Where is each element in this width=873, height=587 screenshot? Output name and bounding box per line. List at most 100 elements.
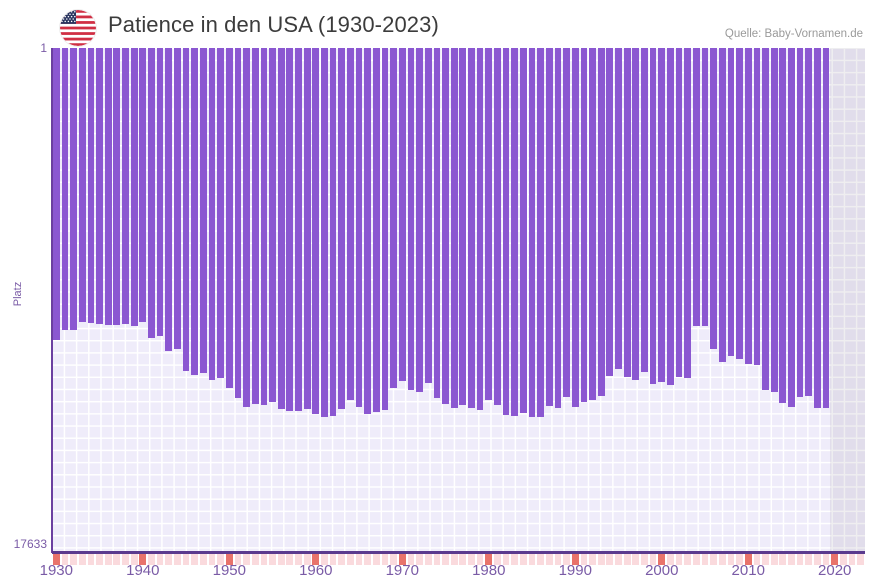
bar [476,48,484,411]
x-tick-minor [701,554,709,565]
x-tick-minor [217,554,224,565]
x-tick-minor [165,554,173,565]
x-tick-minor [148,554,155,565]
x-tick-minor [61,554,69,565]
bar [104,48,112,325]
bar [165,48,173,351]
bar [321,48,328,417]
bar [563,48,570,398]
x-tick-minor [321,554,328,565]
bar [407,48,415,391]
x-tick-minor [476,554,484,565]
x-tick-minor [840,554,847,565]
bar [139,48,147,322]
x-tick-minor [632,554,640,565]
x-tick-major [312,554,320,565]
bar [347,48,354,401]
bar [312,48,320,415]
x-tick-minor [199,554,207,565]
bar [753,48,761,366]
x-tick-minor [295,554,302,565]
x-tick-major [225,554,233,565]
bar [468,48,475,409]
x-tick-minor [433,554,441,565]
x-tick-minor [606,554,614,565]
bar [615,48,622,370]
x-tick-minor [407,554,415,565]
x-tick-minor [442,554,449,565]
bar [122,48,129,324]
x-tick-minor [511,554,519,565]
x-tick-major [571,554,579,565]
x-tick-minor [355,554,363,565]
x-tick-minor [805,554,813,565]
bar [589,48,596,401]
x-tick-minor [545,554,553,565]
x-tick-major [398,554,406,565]
x-tick-minor [502,554,510,565]
bar [485,48,493,401]
x-tick-minor [667,554,674,565]
x-tick-minor [649,554,657,565]
x-tick-minor [424,554,432,565]
x-tick-minor [338,554,346,565]
bar [243,48,250,407]
bar [260,48,268,405]
x-tick-minor [589,554,596,565]
x-axis-tick-label: 1970 [385,562,419,579]
bar [528,48,536,417]
x-axis-labels: 1930 1940 1950 1960 1970 1980 1990 2000 2010 2020 [0,562,873,587]
x-tick-minor [372,554,380,565]
x-tick-minor [208,554,216,565]
x-tick-minor [563,554,570,565]
x-tick-minor [277,554,285,565]
bar [571,48,579,407]
bar [744,48,752,365]
x-axis-tick-label: 1930 [39,562,73,579]
x-tick-minor [736,554,743,565]
bar [710,48,717,349]
x-tick-minor [416,554,423,565]
x-tick-minor [779,554,787,565]
bar [511,48,519,417]
plot-area [52,48,865,552]
bar [606,48,614,377]
x-axis-tick-label: 2020 [818,562,852,579]
bar [545,48,553,406]
bar [156,48,164,337]
x-tick-minor [762,554,769,565]
bar [416,48,423,392]
x-tick-minor [857,554,865,565]
bar [364,48,372,414]
bar [338,48,346,409]
bar-series [52,48,865,552]
bar [191,48,199,376]
bar [398,48,406,381]
bar [148,48,155,339]
bar [78,48,86,323]
bar [225,48,233,389]
bar [286,48,294,411]
x-tick-minor [78,554,86,565]
bar [70,48,77,331]
bar [303,48,311,409]
x-tick-minor [113,554,121,565]
x-tick-minor [347,554,354,565]
x-tick-minor [770,554,778,565]
bar [174,48,181,349]
bar [424,48,432,383]
bar [295,48,302,411]
bar [381,48,389,410]
bar [632,48,640,380]
x-tick-minor [70,554,77,565]
x-tick-minor [251,554,259,565]
bar [623,48,631,377]
bar [199,48,207,374]
x-tick-minor [174,554,181,565]
x-tick-minor [122,554,129,565]
bar [182,48,190,371]
bar [87,48,95,323]
x-tick-minor [796,554,804,565]
x-tick-major [485,554,493,565]
